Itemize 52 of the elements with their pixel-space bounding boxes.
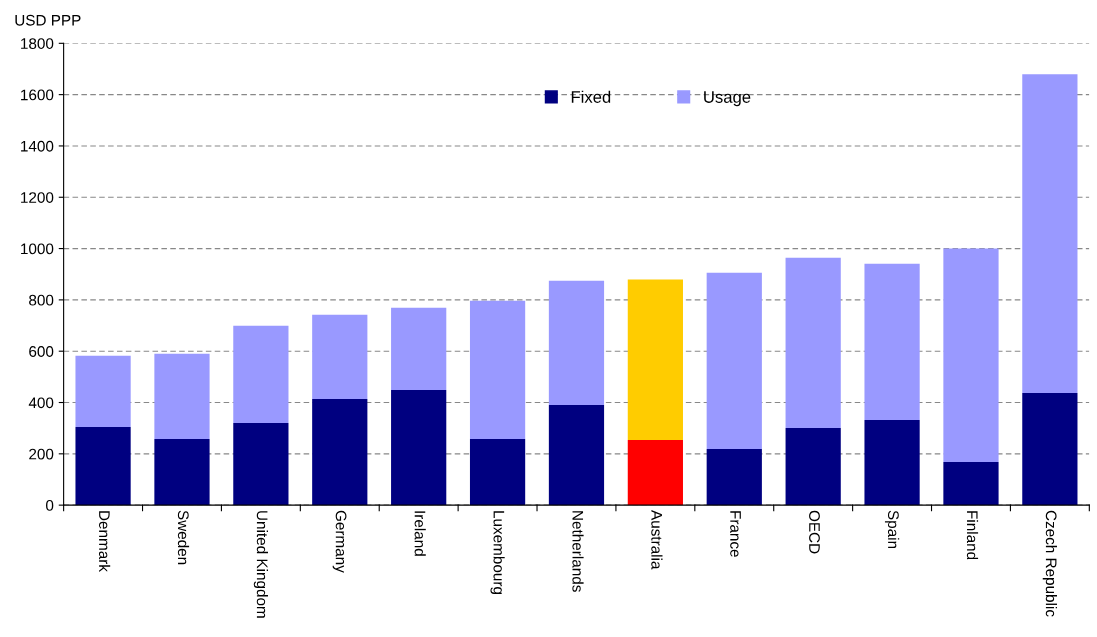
y-tick-label: 400 (28, 397, 54, 409)
x-tick-label: OECD (809, 510, 820, 554)
x-tick-label: Denmark (98, 511, 111, 572)
bar (864, 263, 920, 420)
x-tick-label: Australia (651, 510, 663, 570)
x-tick-label: Sweden (177, 510, 190, 565)
bar (706, 448, 762, 506)
bar (1022, 393, 1078, 506)
bar (75, 355, 131, 427)
bar (943, 462, 999, 506)
y-tick-label: 1400 (21, 140, 54, 152)
y-axis-title: USD PPP (15, 14, 81, 26)
bar (154, 353, 210, 439)
bar (548, 280, 605, 406)
x-tick-label: Finland (966, 511, 979, 560)
bar (312, 314, 368, 399)
y-tick-label: 1200 (21, 192, 54, 203)
bar (233, 325, 289, 424)
x-tick-label: Ireland (414, 511, 426, 556)
bar (469, 438, 526, 506)
x-tick-label: France (730, 511, 741, 557)
x-tick-label: Czech Republic (1042, 510, 1057, 617)
bar (391, 389, 447, 506)
y-tick-label: 1800 (21, 38, 54, 49)
x-tick-label: Germany (332, 510, 347, 573)
x-tick-label: Spain (884, 510, 900, 549)
bar (785, 257, 841, 428)
y-tick-label: 200 (29, 448, 54, 460)
legend-label: Usage (704, 91, 751, 107)
y-tick-label: 1600 (21, 89, 54, 101)
bar (154, 438, 210, 506)
bar (785, 427, 841, 506)
bar (943, 248, 999, 463)
bar (75, 426, 131, 506)
bar (627, 439, 683, 506)
bar (627, 279, 683, 440)
x-tick-label: United Kingdom (253, 511, 268, 618)
legend-label: Fixed (571, 90, 611, 103)
bar (864, 419, 920, 506)
bar (469, 300, 526, 439)
x-tick-label: Luxembourg (490, 511, 505, 594)
bar (548, 405, 605, 506)
y-tick-label: 0 (46, 500, 54, 511)
bar (706, 272, 762, 449)
y-tick-label: 1000 (21, 243, 54, 255)
x-tick-label: Netherlands (572, 511, 584, 592)
bar (312, 398, 368, 506)
bar (1022, 74, 1078, 394)
bar (391, 307, 447, 390)
y-tick-label: 600 (29, 346, 54, 357)
bar (233, 423, 289, 506)
y-tick-label: 800 (29, 294, 54, 306)
